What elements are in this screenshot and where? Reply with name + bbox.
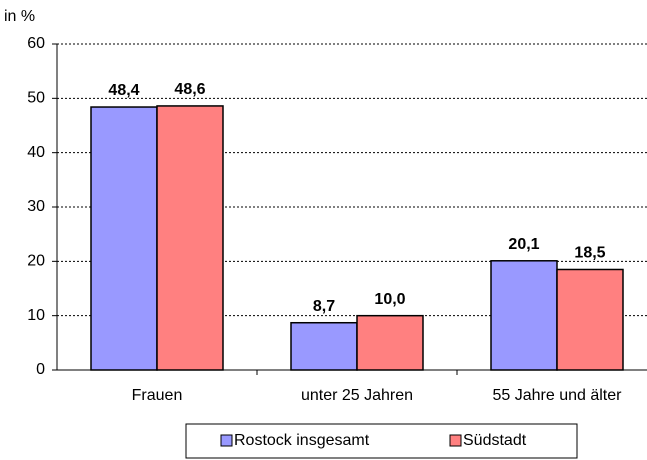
bar <box>490 260 558 371</box>
legend-label: Südstadt <box>463 432 527 449</box>
value-label: 20,1 <box>508 236 539 253</box>
legend-label: Rostock insgesamt <box>234 432 370 449</box>
legend-swatch <box>220 434 233 447</box>
value-label: 10,0 <box>374 291 405 308</box>
y-tick-label: 10 <box>27 307 45 324</box>
y-tick-label: 50 <box>27 90 45 107</box>
legend-box <box>185 423 578 459</box>
bar <box>156 105 224 371</box>
bar <box>90 106 158 371</box>
x-tick-label: Frauen <box>132 387 183 404</box>
bar <box>356 314 424 371</box>
y-tick-label: 60 <box>27 35 45 52</box>
y-tick-label: 40 <box>27 144 45 161</box>
y-tick-label: 0 <box>36 361 45 378</box>
y-tick-label: 20 <box>27 253 45 270</box>
y-axis-label: in % <box>4 8 35 25</box>
legend-swatch <box>449 434 462 447</box>
value-label: 18,5 <box>574 245 605 262</box>
x-tick-label: 55 Jahre und älter <box>493 387 623 404</box>
value-label: 48,4 <box>108 82 139 99</box>
value-label: 8,7 <box>313 298 335 315</box>
y-tick-label: 30 <box>27 198 45 215</box>
x-tick-label: unter 25 Jahren <box>301 387 413 404</box>
bar <box>556 268 624 371</box>
bar <box>290 321 358 371</box>
value-label: 48,6 <box>174 81 205 98</box>
